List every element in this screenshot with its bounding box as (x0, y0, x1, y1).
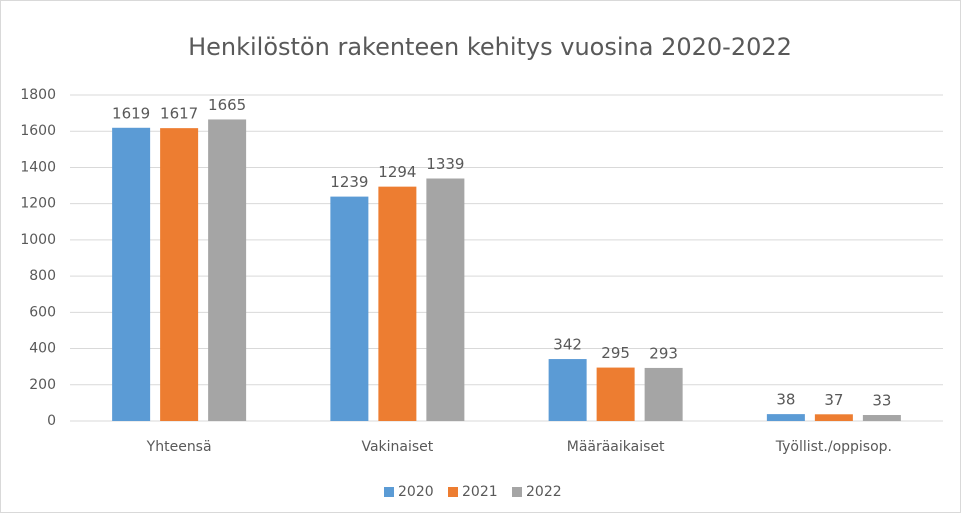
bar (862, 415, 901, 421)
y-tick-label: 0 (47, 413, 56, 429)
y-tick-label: 1400 (20, 159, 56, 175)
data-label: 1294 (378, 163, 416, 181)
bar (548, 359, 587, 421)
data-label: 293 (649, 344, 678, 362)
bar (426, 178, 465, 421)
y-tick-label: 800 (29, 268, 56, 284)
x-tick-label: Vakinaiset (361, 439, 433, 455)
data-label: 37 (824, 391, 843, 409)
data-label: 342 (553, 336, 582, 354)
data-label: 1239 (330, 173, 368, 191)
bar (378, 186, 417, 421)
bar (644, 367, 683, 421)
legend-label: 2020 (398, 484, 434, 500)
legend-label: 2021 (462, 484, 498, 500)
bar (112, 127, 151, 421)
data-label: 1339 (426, 155, 464, 173)
data-label: 38 (776, 391, 795, 409)
bar (160, 128, 199, 422)
legend-swatch (384, 487, 394, 497)
y-tick-label: 1000 (20, 232, 56, 248)
x-tick-label: Työllist./oppisop. (775, 439, 892, 455)
data-label: 1665 (208, 96, 246, 114)
legend-swatch (448, 487, 458, 497)
data-label: 33 (872, 392, 891, 410)
bar (596, 367, 635, 421)
y-tick-label: 1200 (20, 196, 56, 212)
x-tick-label: Määräaikaiset (567, 439, 665, 455)
bar (330, 196, 369, 421)
y-tick-label: 400 (29, 341, 56, 357)
y-tick-label: 1800 (20, 87, 56, 103)
bar (766, 414, 805, 421)
chart-title: Henkilöstön rakenteen kehitys vuosina 20… (188, 33, 792, 61)
legend-swatch (512, 487, 522, 497)
bar (208, 119, 247, 421)
x-tick-label: Yhteensä (146, 439, 212, 455)
data-label: 1617 (160, 105, 198, 123)
y-tick-label: 1600 (20, 123, 56, 139)
y-tick-label: 600 (29, 304, 56, 320)
bar (814, 414, 853, 421)
y-tick-label: 200 (29, 377, 56, 393)
data-label: 295 (601, 344, 630, 362)
legend-label: 2022 (526, 484, 562, 500)
data-label: 1619 (112, 104, 150, 122)
